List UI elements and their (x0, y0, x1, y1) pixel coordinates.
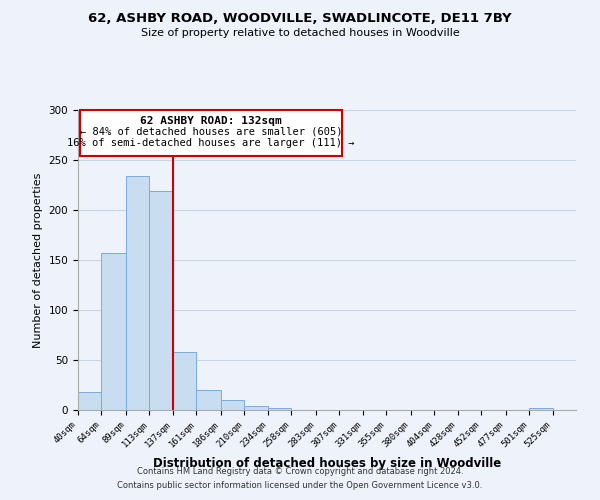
Bar (101, 253, 126, 410)
Text: Size of property relative to detached houses in Woodville: Size of property relative to detached ho… (140, 28, 460, 38)
FancyBboxPatch shape (80, 110, 342, 156)
Bar (149, 191, 173, 410)
Text: 16% of semi-detached houses are larger (111) →: 16% of semi-detached houses are larger (… (67, 138, 355, 148)
Text: 62, ASHBY ROAD, WOODVILLE, SWADLINCOTE, DE11 7BY: 62, ASHBY ROAD, WOODVILLE, SWADLINCOTE, … (88, 12, 512, 26)
Bar (196, 390, 221, 410)
Bar (529, 408, 553, 410)
Text: Contains public sector information licensed under the Open Government Licence v3: Contains public sector information licen… (118, 481, 482, 490)
Text: 62 ASHBY ROAD: 132sqm: 62 ASHBY ROAD: 132sqm (140, 116, 282, 126)
Y-axis label: Number of detached properties: Number of detached properties (33, 172, 43, 348)
Bar (126, 176, 149, 410)
Bar (268, 408, 291, 410)
Bar (221, 400, 244, 410)
Bar (244, 406, 268, 410)
Text: ← 84% of detached houses are smaller (605): ← 84% of detached houses are smaller (60… (80, 127, 343, 137)
Text: Contains HM Land Registry data © Crown copyright and database right 2024.: Contains HM Land Registry data © Crown c… (137, 467, 463, 476)
Bar (173, 352, 196, 410)
Bar (78, 392, 101, 410)
X-axis label: Distribution of detached houses by size in Woodville: Distribution of detached houses by size … (153, 457, 501, 470)
